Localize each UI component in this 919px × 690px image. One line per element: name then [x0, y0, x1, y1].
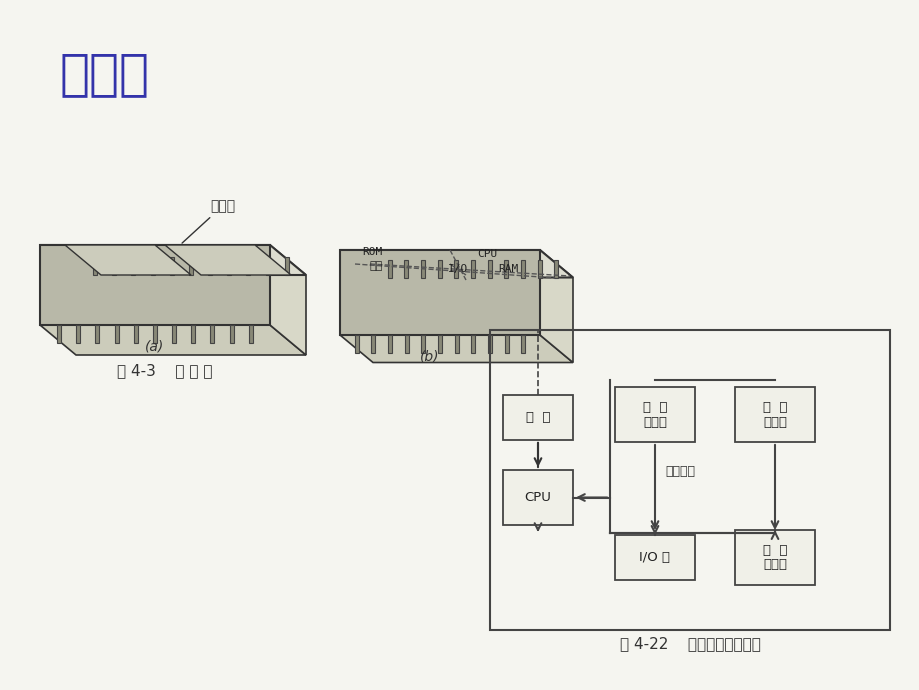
- Polygon shape: [131, 257, 135, 275]
- Text: I/O: I/O: [448, 264, 468, 274]
- Text: CPU: CPU: [476, 249, 496, 259]
- Polygon shape: [112, 257, 116, 275]
- Polygon shape: [340, 250, 573, 277]
- Polygon shape: [96, 325, 99, 343]
- Polygon shape: [521, 335, 525, 353]
- Polygon shape: [505, 335, 508, 353]
- Polygon shape: [537, 259, 541, 277]
- Polygon shape: [471, 259, 474, 277]
- Polygon shape: [266, 257, 269, 275]
- Polygon shape: [227, 257, 231, 275]
- Polygon shape: [539, 250, 573, 362]
- Polygon shape: [165, 245, 290, 275]
- Bar: [490, 330, 889, 630]
- Polygon shape: [40, 245, 269, 325]
- Polygon shape: [188, 257, 193, 275]
- Polygon shape: [170, 257, 174, 275]
- Polygon shape: [340, 335, 573, 362]
- Polygon shape: [487, 259, 491, 277]
- Polygon shape: [76, 325, 80, 343]
- Polygon shape: [269, 245, 306, 355]
- Polygon shape: [210, 325, 214, 343]
- Polygon shape: [371, 335, 375, 353]
- Polygon shape: [151, 257, 154, 275]
- Text: I/O 口: I/O 口: [639, 551, 670, 564]
- Text: 图 4-3    单 片 机: 图 4-3 单 片 机: [117, 363, 212, 378]
- Polygon shape: [93, 257, 97, 275]
- Polygon shape: [172, 325, 176, 343]
- Polygon shape: [153, 325, 157, 343]
- Text: ROM: ROM: [361, 247, 381, 257]
- Bar: [734, 387, 814, 442]
- Polygon shape: [355, 335, 358, 353]
- Text: 时钟: 时钟: [369, 261, 383, 271]
- Text: 程  序
存储器: 程 序 存储器: [642, 400, 666, 428]
- Polygon shape: [230, 325, 233, 343]
- Text: 定  时
计数器: 定 时 计数器: [762, 544, 787, 571]
- Text: 数  据
存储器: 数 据 存储器: [762, 400, 787, 428]
- Polygon shape: [40, 325, 306, 355]
- Polygon shape: [437, 335, 441, 353]
- Polygon shape: [387, 259, 391, 277]
- Polygon shape: [191, 325, 195, 343]
- Polygon shape: [471, 335, 475, 353]
- Text: RAM: RAM: [497, 264, 517, 274]
- Text: CPU: CPU: [524, 491, 550, 504]
- Bar: [614, 387, 694, 442]
- Polygon shape: [520, 259, 525, 277]
- Polygon shape: [454, 335, 459, 353]
- Polygon shape: [388, 335, 391, 353]
- Text: 时  钟: 时 钟: [525, 411, 550, 424]
- Polygon shape: [57, 325, 61, 343]
- Text: 单片机: 单片机: [60, 50, 150, 98]
- Text: (b): (b): [420, 349, 439, 363]
- Polygon shape: [133, 325, 138, 343]
- Text: 图 4-22    典型单片机结构图: 图 4-22 典型单片机结构图: [618, 636, 760, 651]
- Polygon shape: [454, 259, 458, 277]
- Bar: [614, 535, 694, 580]
- Text: 单片机: 单片机: [182, 199, 235, 243]
- Bar: [503, 470, 573, 525]
- Polygon shape: [421, 259, 425, 277]
- Polygon shape: [554, 259, 558, 277]
- Polygon shape: [504, 259, 508, 277]
- Polygon shape: [421, 335, 425, 353]
- Polygon shape: [208, 257, 212, 275]
- Polygon shape: [285, 257, 289, 275]
- Polygon shape: [115, 325, 119, 343]
- Bar: [734, 530, 814, 585]
- Bar: [503, 395, 573, 440]
- Polygon shape: [340, 250, 539, 335]
- Polygon shape: [248, 325, 253, 343]
- Polygon shape: [437, 259, 441, 277]
- Text: (a): (a): [145, 339, 165, 353]
- Polygon shape: [65, 245, 191, 275]
- Polygon shape: [403, 259, 408, 277]
- Polygon shape: [40, 245, 306, 275]
- Polygon shape: [487, 335, 492, 353]
- Polygon shape: [246, 257, 250, 275]
- Polygon shape: [404, 335, 408, 353]
- Text: 片内总线: 片内总线: [664, 465, 694, 478]
